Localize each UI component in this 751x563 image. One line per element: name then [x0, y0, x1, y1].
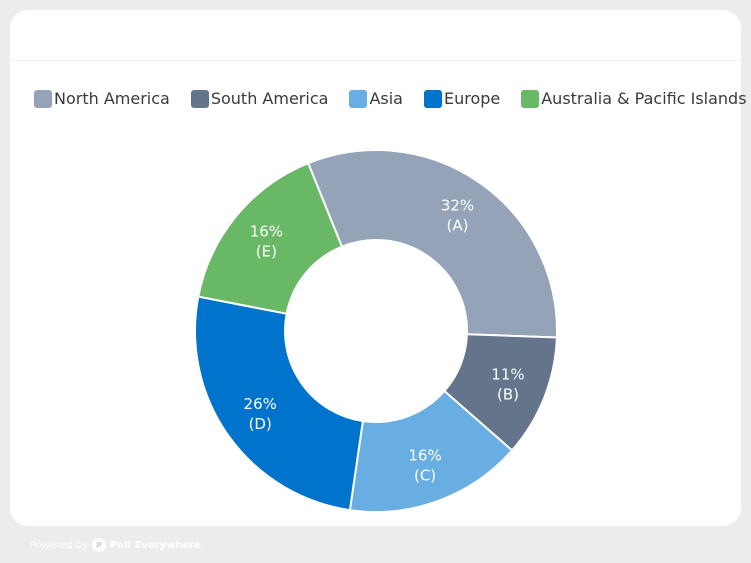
donut-slice-australia-pacific-islands[interactable] [197, 161, 344, 315]
footer: Powered by P Poll Everywhere [30, 538, 201, 552]
header-divider [10, 60, 741, 61]
legend-item-australia-pacific: Australia & Pacific Islands [521, 89, 747, 108]
chart-legend: North America South America Asia Europe … [34, 89, 747, 108]
legend-swatch [34, 89, 52, 108]
legend-item-europe: Europe [423, 89, 501, 108]
slice-letter-label: (B) [497, 385, 519, 403]
legend-label: Europe [443, 89, 501, 108]
donut-slice-asia[interactable] [348, 389, 514, 513]
slice-percent-label: 26% [244, 395, 277, 413]
legend-item-north-america: North America [34, 89, 170, 108]
donut-slice-north-america[interactable] [306, 149, 558, 339]
legend-swatch [521, 89, 540, 108]
slice-percent-label: 16% [250, 223, 283, 241]
slice-letter-label: (D) [249, 415, 272, 433]
legend-swatch [349, 89, 368, 108]
legend-label: Asia [369, 89, 403, 108]
legend-swatch [190, 89, 209, 108]
legend-item-asia: Asia [349, 89, 403, 108]
powered-by-text: Powered by [30, 539, 88, 551]
poll-everywhere-logo-icon: P [91, 538, 106, 552]
slice-letter-label: (C) [414, 466, 436, 484]
legend-swatch [423, 89, 442, 108]
slice-letter-label: (E) [256, 243, 277, 261]
slice-percent-label: 16% [408, 446, 441, 464]
legend-item-south-america: South America [190, 89, 329, 108]
slice-letter-label: (A) [447, 217, 469, 235]
legend-label: Australia & Pacific Islands [541, 89, 747, 108]
slice-percent-label: 32% [441, 197, 474, 215]
slice-percent-label: 11% [491, 365, 524, 383]
legend-label: South America [210, 89, 329, 108]
legend-label: North America [54, 89, 170, 108]
brand-name[interactable]: Poll Everywhere [109, 539, 201, 551]
donut-slice-europe[interactable] [194, 295, 365, 512]
